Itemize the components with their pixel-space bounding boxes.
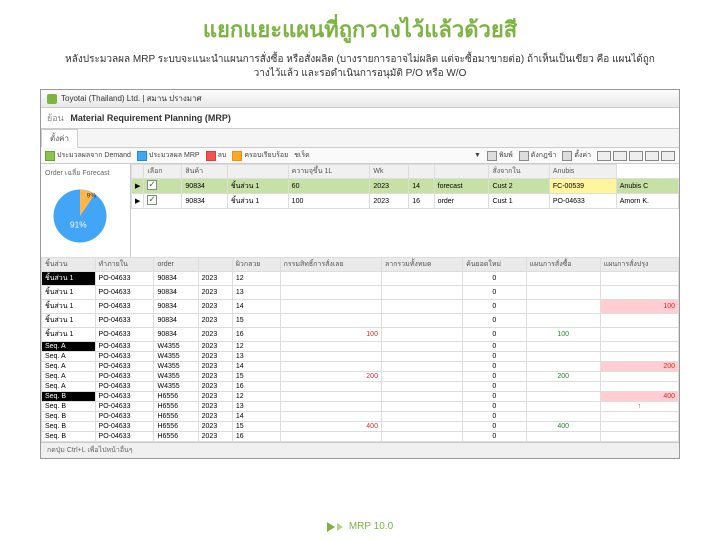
main-grid-row[interactable]: Seq. APO-04633W43552023120 (42, 342, 679, 352)
main-grid-row[interactable]: Seq. APO-04633W43552023152000200 (42, 372, 679, 382)
main-grid-row[interactable]: ชิ้นส่วน 1PO-04633908342023161000100 (42, 328, 679, 342)
main-grid-row[interactable]: Seq. BPO-04633H65562023160 (42, 432, 679, 442)
tab-settings[interactable]: ตั้งค่า (41, 129, 78, 148)
window-buttons (597, 151, 675, 161)
pie-pct-small: 9% (87, 193, 97, 200)
nav-next[interactable] (629, 151, 643, 161)
main-grid-row[interactable]: Seq. APO-04633W43552023160 (42, 382, 679, 392)
process-icon (45, 151, 55, 161)
mrp-icon (137, 151, 147, 161)
col-header[interactable] (434, 165, 489, 179)
print-icon (487, 151, 497, 161)
main-grid-row[interactable]: Seq. BPO-04633H65562023140 (42, 412, 679, 422)
window-titlebar: Toyotai (Thailand) Ltd. | สมาน ปรางมาศ (41, 90, 679, 108)
delete-icon (206, 151, 216, 161)
toolbar: ประมวลผลจาก Demand ประมวลผล MRP ลบ ครอบเ… (41, 148, 679, 164)
col-header[interactable]: ชิ้นส่วน (42, 258, 96, 272)
col-header[interactable]: ลากรวมทั้งหมด (381, 258, 462, 272)
module-header: ย้อน Material Requirement Planning (MRP) (41, 108, 679, 129)
top-grid: เลือกสินค้า ความจุขึ้น 1LWk สั่งจากในAnubi… (131, 164, 679, 257)
col-header[interactable]: กรรมสิทธิ์การสั่งเลย (280, 258, 381, 272)
col-header[interactable]: ความจุขึ้น 1L (288, 165, 370, 179)
col-header[interactable] (227, 165, 288, 179)
tb-export[interactable]: ดังกฎข้า (519, 150, 557, 161)
col-header[interactable]: Anubis (549, 165, 616, 179)
tb-settings[interactable]: ตั้งค่า (562, 150, 591, 161)
col-header[interactable]: สินค้า (182, 165, 227, 179)
tb-complete[interactable]: ครอบเรียบร้อย (232, 150, 288, 161)
tb-delete[interactable]: ลบ (206, 150, 227, 161)
pie-chart: 9% 91% (45, 181, 115, 251)
tb-print[interactable]: พิมพ์ (487, 150, 513, 161)
col-header[interactable]: ผิวกลวย (232, 258, 280, 272)
export-icon (519, 151, 529, 161)
col-header[interactable]: ค้นยอดใหม่ (463, 258, 527, 272)
top-grid-row[interactable]: ▶90834ชิ้นส่วน 160202314forecastCust 2FC… (132, 179, 679, 194)
slide-title: แยกแยะแผนที่ถูกวางไว้แล้วด้วยสี (20, 12, 700, 47)
window-title: Toyotai (Thailand) Ltd. | สมาน ปรางมาศ (61, 92, 202, 105)
tb-process-demand[interactable]: ประมวลผลจาก Demand (45, 150, 131, 161)
tb-process-mrp[interactable]: ประมวลผล MRP (137, 150, 200, 161)
app-favicon (47, 94, 57, 104)
nav-prev[interactable] (613, 151, 627, 161)
slide-subtitle: หลังประมวลผล MRP ระบบจะแนะนำแผนการสั่งซื… (20, 53, 700, 81)
col-header[interactable]: Wk (370, 165, 409, 179)
col-header[interactable]: สั่งจากใน (489, 165, 549, 179)
gear-icon (562, 151, 572, 161)
top-grid-row[interactable]: ▶90834ชิ้นส่วน 1100202316orderCust 1PO-0… (132, 194, 679, 209)
complete-icon (232, 151, 242, 161)
app-window: Toyotai (Thailand) Ltd. | สมาน ปรางมาศ ย… (40, 89, 680, 459)
module-title: Material Requirement Planning (MRP) (70, 113, 231, 123)
main-grid-row[interactable]: ชิ้นส่วน 1PO-04633908342023150 (42, 314, 679, 328)
footer-logo-icon2 (337, 523, 343, 531)
back-label[interactable]: ย้อน (47, 113, 64, 123)
pie-panel: Order เฉลี่ย Forecast 9% 91% (41, 164, 131, 257)
main-grid-row[interactable]: Seq. BPO-04633H65562023130↑ (42, 402, 679, 412)
row-checkbox[interactable] (147, 195, 157, 205)
col-header[interactable]: เลือก (144, 165, 182, 179)
nav-last[interactable] (645, 151, 659, 161)
footer-logo-icon (327, 522, 335, 532)
status-bar: กดปุ่ม Ctrl+L เพื่อไปหน้าอื่นๆ (41, 442, 679, 458)
col-header[interactable] (198, 258, 232, 272)
main-grid: ชิ้นส่วนทำภายในorder ผิวกลวยกรรมสิทธิ์การ… (41, 257, 679, 442)
nav-first[interactable] (597, 151, 611, 161)
tab-strip: ตั้งค่า (41, 129, 679, 148)
slide-footer: MRP 10.0 (0, 521, 720, 532)
col-header[interactable] (409, 165, 434, 179)
col-header[interactable]: order (154, 258, 198, 272)
main-grid-row[interactable]: ชิ้นส่วน 1PO-04633908342023130 (42, 286, 679, 300)
pie-pct-large: 91% (70, 220, 87, 230)
tb-filter[interactable]: ▼ (474, 152, 481, 159)
row-checkbox[interactable] (147, 180, 157, 190)
main-grid-row[interactable]: ชิ้นส่วน 1PO-04633908342023120 (42, 272, 679, 286)
window-close[interactable] (661, 151, 675, 161)
main-grid-row[interactable]: Seq. BPO-04633H65562023154000400 (42, 422, 679, 432)
col-header[interactable]: แผนการสั่งปรุง (600, 258, 678, 272)
main-grid-row[interactable]: Seq. BPO-04633H65562023120400 (42, 392, 679, 402)
tb-shred[interactable]: ชเร็ด (294, 150, 309, 161)
pie-label: Order เฉลี่ย Forecast (45, 168, 126, 179)
col-header[interactable]: ทำภายใน (95, 258, 154, 272)
col-header[interactable]: แผนการสั่งซื้อ (526, 258, 600, 272)
main-grid-row[interactable]: Seq. APO-04633W43552023140200 (42, 362, 679, 372)
main-grid-row[interactable]: ชิ้นส่วน 1PO-04633908342023140100 (42, 300, 679, 314)
col-header[interactable] (132, 165, 144, 179)
footer-text: MRP 10.0 (349, 521, 393, 532)
filter-icon: ▼ (474, 152, 481, 159)
main-grid-row[interactable]: Seq. APO-04633W43552023130 (42, 352, 679, 362)
